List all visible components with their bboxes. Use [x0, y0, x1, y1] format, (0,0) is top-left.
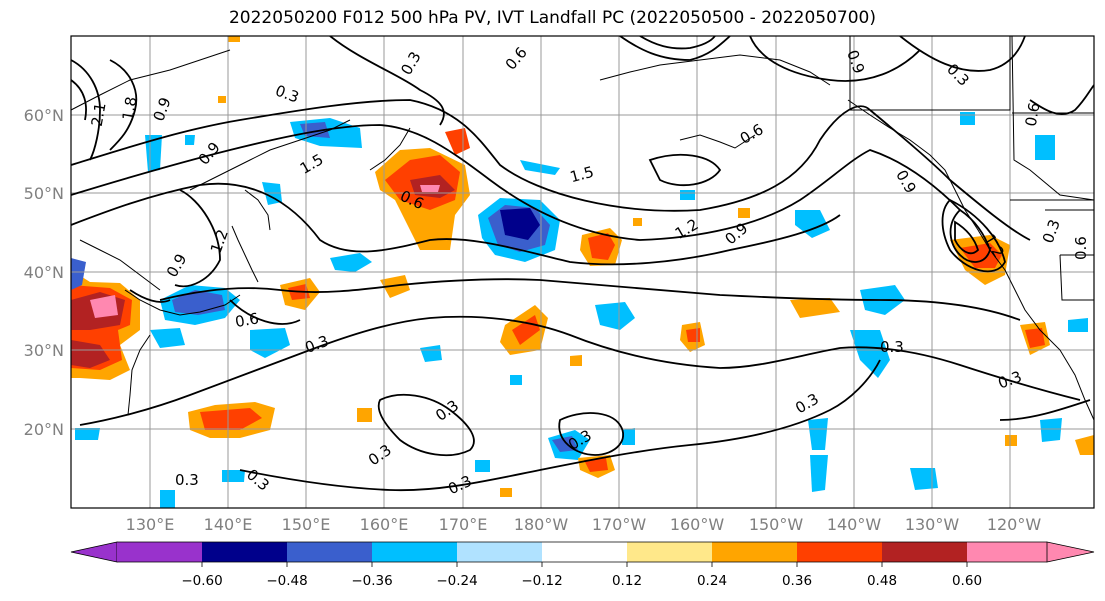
- lat-label: 60°N: [24, 106, 64, 125]
- colorbar-segment: [627, 542, 712, 562]
- contour-label: 0.3: [996, 367, 1025, 392]
- colorbar-segment: [372, 542, 457, 562]
- colorbar-segment: [797, 542, 882, 562]
- contour-label: 0.3: [243, 465, 273, 494]
- contour-label: 0.6: [234, 309, 261, 331]
- lon-label: 140°W: [827, 515, 882, 534]
- contour-label: 0.3: [397, 48, 425, 78]
- lon-label: 160°E: [360, 515, 409, 534]
- contour-label: 0.3: [273, 81, 302, 106]
- longitude-labels: 130°E 140°E 150°E 160°E 170°E 180°W 170°…: [126, 515, 1042, 534]
- colorbar-segment: [542, 542, 627, 562]
- colorbar-tick-label: −0.24: [436, 573, 477, 589]
- contour-label: 0.3: [175, 471, 199, 489]
- colorbar-segment: [882, 542, 967, 562]
- lon-label: 120°W: [987, 515, 1042, 534]
- contour-label: 0.3: [432, 396, 462, 424]
- lon-label: 170°W: [592, 515, 647, 534]
- colorbar-segment: [967, 542, 1047, 562]
- colorbar-segment: [712, 542, 797, 562]
- map-frame: [70, 35, 1095, 509]
- map-title: 2022050200 F012 500 hPa PV, IVT Landfall…: [228, 8, 876, 28]
- contour-label: 0.9: [195, 139, 224, 169]
- lon-label: 170°E: [439, 515, 488, 534]
- contour-label: 0.3: [792, 390, 822, 418]
- contour-label: 0.6: [1072, 236, 1090, 260]
- shading: [71, 36, 1094, 508]
- lon-label: 150°W: [749, 515, 804, 534]
- colorbar-tick-label: 0.24: [697, 573, 727, 589]
- colorbar-tick-label: 0.36: [782, 573, 812, 589]
- colorbar-min-extend: [70, 541, 118, 563]
- lon-label: 150°E: [282, 515, 331, 534]
- contour-label: 1.8: [119, 95, 141, 122]
- colorbar-tick-label: 0.60: [952, 573, 982, 589]
- coastlines: [71, 36, 1094, 421]
- latitude-labels: 60°N 50°N 40°N 30°N 20°N: [24, 106, 64, 439]
- colorbar-tick-label: −0.48: [266, 573, 307, 589]
- colorbar: −0.60 −0.48 −0.36 −0.24 −0.12 0.12 0.24 …: [70, 541, 1095, 589]
- lon-label: 160°W: [670, 515, 725, 534]
- contour-label: 0.3: [445, 472, 474, 498]
- lon-label: 140°E: [204, 515, 253, 534]
- contour-label: 0.9: [163, 251, 191, 281]
- colorbar-max-extend: [1046, 541, 1095, 563]
- colorbar-tick-label: −0.12: [521, 573, 562, 589]
- contour-label: 0.9: [892, 167, 920, 197]
- colorbar-tick-label: −0.36: [351, 573, 392, 589]
- colorbar-segment: [287, 542, 372, 562]
- colorbar-segment: [117, 542, 202, 562]
- lat-label: 30°N: [24, 341, 64, 360]
- contour-label: 0.3: [1039, 217, 1064, 246]
- contour-label: 0.6: [502, 44, 531, 74]
- contour-label: 1.5: [297, 150, 327, 178]
- pv-contours: [71, 36, 1094, 492]
- contour-label: 0.9: [150, 95, 175, 124]
- lon-label: 130°E: [126, 515, 175, 534]
- contour-label: 0.3: [365, 441, 395, 469]
- contour-label: 0.3: [880, 338, 904, 356]
- lon-label: 180°W: [514, 515, 569, 534]
- colorbar-tick-label: 0.48: [867, 573, 897, 589]
- lat-label: 20°N: [24, 420, 64, 439]
- colorbar-segment: [202, 542, 287, 562]
- map-field: 0.3 0.6 0.9 1.2 1.5 1.8 2.1 0.6 0.3 0.9 …: [71, 36, 1094, 508]
- contour-label: 2.1: [88, 101, 110, 128]
- colorbar-segment: [457, 542, 542, 562]
- contour-label: 0.6: [1022, 101, 1044, 128]
- lon-label: 130°W: [905, 515, 960, 534]
- lat-label: 40°N: [24, 263, 64, 282]
- lat-label: 50°N: [24, 184, 64, 203]
- contour-label: 1.5: [568, 163, 596, 187]
- contour-label: 0.3: [303, 332, 332, 357]
- colorbar-tick-label: 0.12: [612, 573, 642, 589]
- contour-label: 0.9: [843, 48, 868, 77]
- colorbar-tick-label: −0.60: [181, 573, 222, 589]
